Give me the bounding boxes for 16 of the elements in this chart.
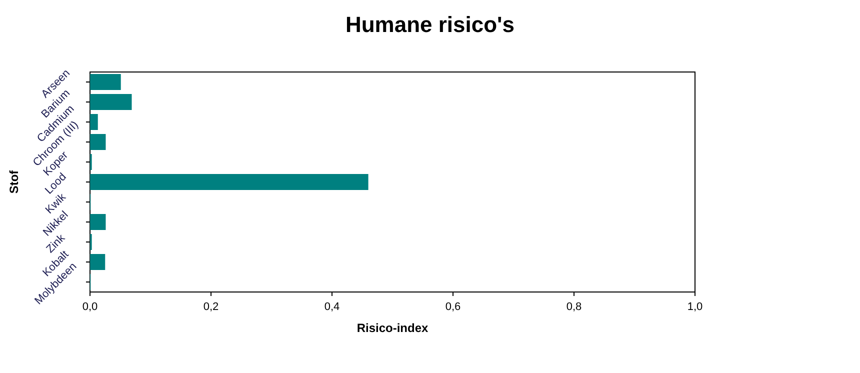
bar <box>90 214 106 230</box>
x-tick-label: 0,2 <box>203 301 219 313</box>
x-tick-label: 1,0 <box>687 301 703 313</box>
x-axis-title: Risico-index <box>356 321 428 335</box>
x-tick-label: 0,0 <box>82 301 98 313</box>
x-tick-label: 0,4 <box>324 301 340 313</box>
bar <box>90 114 98 130</box>
bar <box>90 134 106 150</box>
bar <box>90 74 121 90</box>
x-tick-label: 0,8 <box>566 301 582 313</box>
chart-title: Humane risico's <box>345 12 515 37</box>
x-tick-label: 0,6 <box>445 301 461 313</box>
bar <box>90 254 106 270</box>
bar <box>90 174 368 190</box>
bar <box>90 94 132 110</box>
y-axis-title: Stof <box>7 169 21 194</box>
